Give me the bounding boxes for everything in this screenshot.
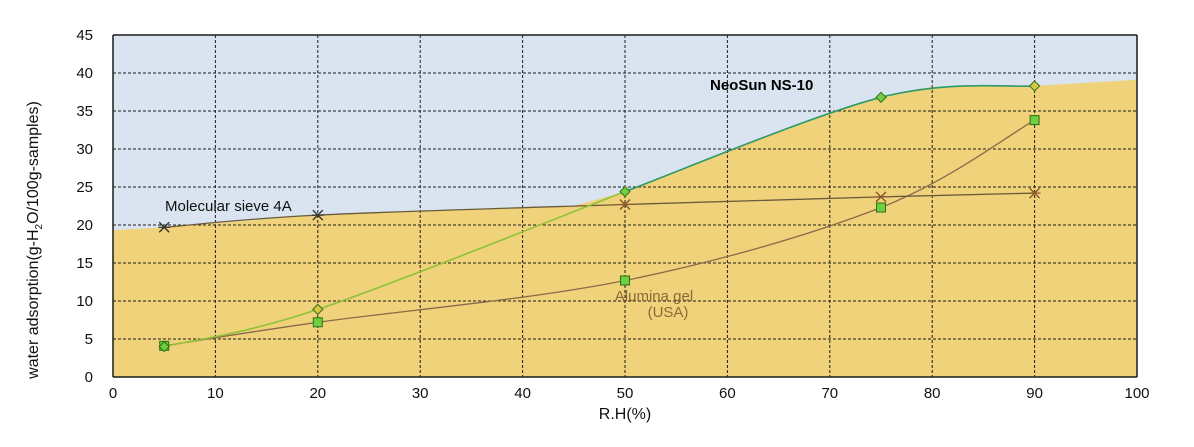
x-tick-label: 20 <box>309 385 326 402</box>
y-axis-title-subscript: 2 <box>34 223 45 229</box>
marker-neosun <box>158 340 170 353</box>
annotation-neosun: NeoSun NS-10 <box>710 77 813 94</box>
y-tick-label: 5 <box>85 331 93 348</box>
y-tick-label: 30 <box>76 141 93 158</box>
marker-molecular-sieve <box>875 191 887 203</box>
marker-molecular-sieve <box>158 221 171 233</box>
y-tick-label: 10 <box>76 293 93 310</box>
marker-alumina-gel <box>312 317 323 328</box>
y-axis-title-main: water adsorption(g-H <box>25 229 42 379</box>
annotation-alumina-gel: Alumina gel <box>615 288 693 305</box>
x-tick-label: 80 <box>924 385 941 402</box>
y-tick-label: 20 <box>76 217 93 234</box>
y-tick-label: 35 <box>76 103 93 120</box>
x-tick-label: 30 <box>412 385 429 402</box>
x-tick-label: 10 <box>207 385 224 402</box>
marker-neosun <box>875 91 887 104</box>
x-axis-title: R.H(%) <box>599 406 651 423</box>
marker-alumina-gel <box>1029 115 1040 126</box>
y-tick-label: 0 <box>85 369 93 386</box>
annotation-molecular-sieve: Molecular sieve 4A <box>165 198 292 215</box>
filled-region <box>113 79 1137 378</box>
marker-alumina-gel <box>620 275 630 286</box>
series-line-neosun-high <box>624 84 1035 193</box>
x-tick-label: 90 <box>1026 385 1043 402</box>
marker-neosun <box>312 303 324 316</box>
x-tick-label: 70 <box>821 385 838 402</box>
marker-molecular-sieve <box>1028 187 1041 199</box>
marker-molecular-sieve <box>619 198 631 210</box>
x-tick-label: 0 <box>109 385 117 402</box>
y-axis-title-tail: O/100g-samples) <box>25 101 42 224</box>
y-axis-title: water adsorption(g-H2O/100g-samples) <box>25 101 45 380</box>
y-tick-label: 15 <box>76 255 93 272</box>
x-tick-label: 100 <box>1124 385 1149 402</box>
y-tick-label: 45 <box>76 27 93 44</box>
annotation-alumina-usa: (USA) <box>648 304 689 321</box>
y-tick-label: 40 <box>76 65 93 82</box>
marker-neosun <box>1028 80 1041 92</box>
x-tick-label: 40 <box>514 385 531 402</box>
y-tick-label: 25 <box>76 179 93 196</box>
series-line-neosun-low <box>164 190 626 348</box>
x-tick-label: 50 <box>617 385 634 402</box>
marker-molecular-sieve <box>311 209 324 221</box>
marker-neosun <box>619 185 631 198</box>
marker-alumina-gel <box>876 202 886 213</box>
x-tick-label: 60 <box>719 385 736 402</box>
